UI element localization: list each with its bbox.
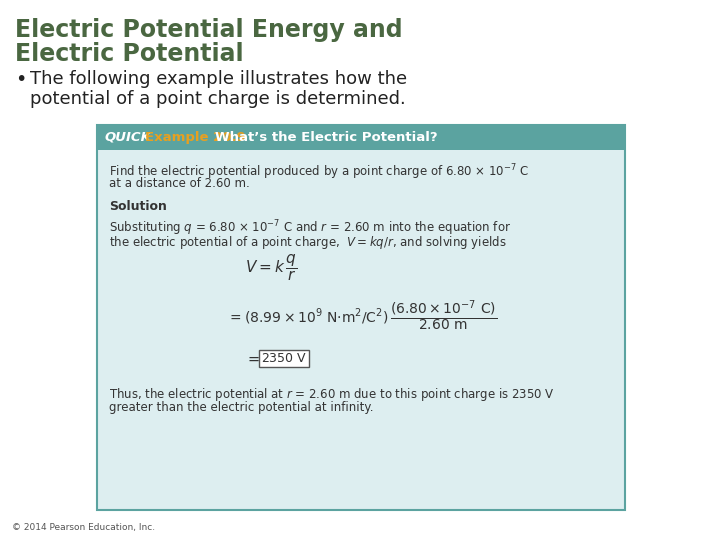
Text: at a distance of 2.60 m.: at a distance of 2.60 m. [109,177,250,190]
Text: Electric Potential Energy and: Electric Potential Energy and [15,18,402,42]
Text: The following example illustrates how the: The following example illustrates how th… [30,70,407,88]
FancyBboxPatch shape [97,125,625,150]
Text: $V = k\,\dfrac{q}{r}$: $V = k\,\dfrac{q}{r}$ [245,253,297,284]
Text: $=$: $=$ [245,350,261,366]
Text: $2350\ \mathrm{V}$: $2350\ \mathrm{V}$ [261,352,307,365]
Text: $= (8.99 \times 10^{9}\ \mathrm{N{\cdot}m^2/C^2})\,\dfrac{(6.80 \times 10^{-7}\ : $= (8.99 \times 10^{9}\ \mathrm{N{\cdot}… [227,299,497,334]
Text: greater than the electric potential at infinity.: greater than the electric potential at i… [109,401,374,414]
Bar [259,350,309,367]
Text: Example 20.9: Example 20.9 [145,131,246,144]
Bar [97,125,625,510]
Text: What’s the Electric Potential?: What’s the Electric Potential? [215,131,438,144]
Text: the electric potential of a point charge,  $V = kq/r$, and solving yields: the electric potential of a point charge… [109,234,507,251]
Text: Thus, the electric potential at $r$ = 2.60 m due to this point charge is 2350 V: Thus, the electric potential at $r$ = 2.… [109,386,555,403]
Text: Electric Potential: Electric Potential [15,42,243,66]
Text: © 2014 Pearson Education, Inc.: © 2014 Pearson Education, Inc. [12,523,155,532]
Text: Solution: Solution [109,200,167,213]
Text: Find the electric potential produced by a point charge of 6.80 $\times$ 10$^{-7}: Find the electric potential produced by … [109,162,529,181]
Text: potential of a point charge is determined.: potential of a point charge is determine… [30,90,406,108]
Text: •: • [15,70,27,89]
Bar [97,125,625,150]
Text: QUICK: QUICK [105,131,152,144]
Text: Substituting $q$ = 6.80 $\times$ 10$^{-7}$ C and $r$ = 2.60 m into the equation : Substituting $q$ = 6.80 $\times$ 10$^{-7… [109,218,511,238]
